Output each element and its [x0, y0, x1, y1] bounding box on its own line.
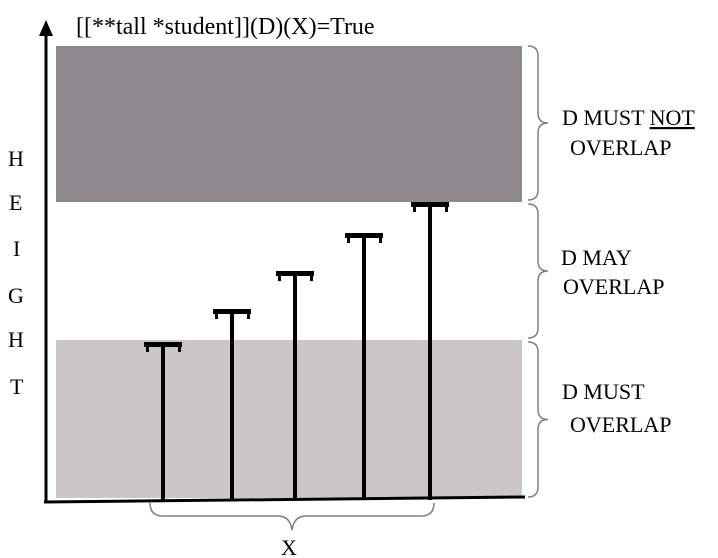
label-emphasis: NOT: [650, 105, 696, 130]
bar-cap-end: [413, 206, 416, 212]
label-must-overlap: D MUST OVERLAP: [562, 379, 671, 437]
axes: [39, 20, 526, 504]
y-axis-letter: T: [10, 374, 24, 399]
bar-cap: [345, 233, 383, 238]
student-height-bar: [345, 233, 383, 500]
label-line1: D MUST NOT: [562, 105, 695, 130]
bar-cap: [144, 342, 182, 347]
student-height-bar: [213, 309, 251, 500]
region-must-not-overlap: [56, 46, 522, 202]
student-bars: [144, 202, 449, 500]
y-axis-label: H E I G H T: [8, 146, 24, 399]
student-height-bar: [411, 202, 449, 500]
region-braces: [527, 45, 549, 498]
label-prefix: D MUST: [562, 105, 650, 130]
region-must-overlap: [56, 340, 522, 498]
label-line2: OVERLAP: [563, 274, 664, 299]
y-axis-letter: H: [8, 146, 24, 171]
bar-cap: [213, 309, 251, 314]
bar-cap-end: [445, 206, 448, 212]
bar-cap-end: [310, 275, 313, 281]
x-axis: [43, 495, 526, 504]
x-axis-label: X: [281, 535, 297, 558]
bar-cap: [411, 202, 449, 207]
bar-cap-end: [347, 237, 350, 243]
y-axis-letter: G: [8, 283, 24, 308]
student-height-bar: [144, 342, 182, 500]
label-must-not-overlap: D MUST NOT OVERLAP: [562, 105, 695, 160]
y-axis-letter: I: [13, 236, 20, 261]
bar-cap-end: [247, 313, 250, 319]
diagram-title: [[**tall *student]](D)(X)=True: [76, 14, 375, 40]
bar-cap-end: [178, 346, 181, 352]
bar-cap-end: [278, 275, 281, 281]
y-axis-letter: H: [8, 327, 24, 352]
bar-cap-end: [146, 346, 149, 352]
label-line1: D MAY: [561, 245, 632, 270]
label-line2: OVERLAP: [570, 412, 671, 437]
region-brace: [527, 45, 549, 201]
bar-cap-end: [379, 237, 382, 243]
y-axis-arrowhead: [39, 20, 53, 36]
y-axis-letter: E: [9, 190, 22, 215]
region-brace: [527, 341, 549, 498]
student-height-bar: [276, 271, 314, 500]
label-may-overlap: D MAY OVERLAP: [561, 245, 664, 299]
label-line2: OVERLAP: [570, 135, 671, 160]
bar-cap-end: [215, 313, 218, 319]
bar-cap: [276, 271, 314, 276]
region-brace: [527, 203, 549, 339]
x-brace: [149, 502, 435, 531]
label-line1: D MUST: [562, 379, 645, 404]
